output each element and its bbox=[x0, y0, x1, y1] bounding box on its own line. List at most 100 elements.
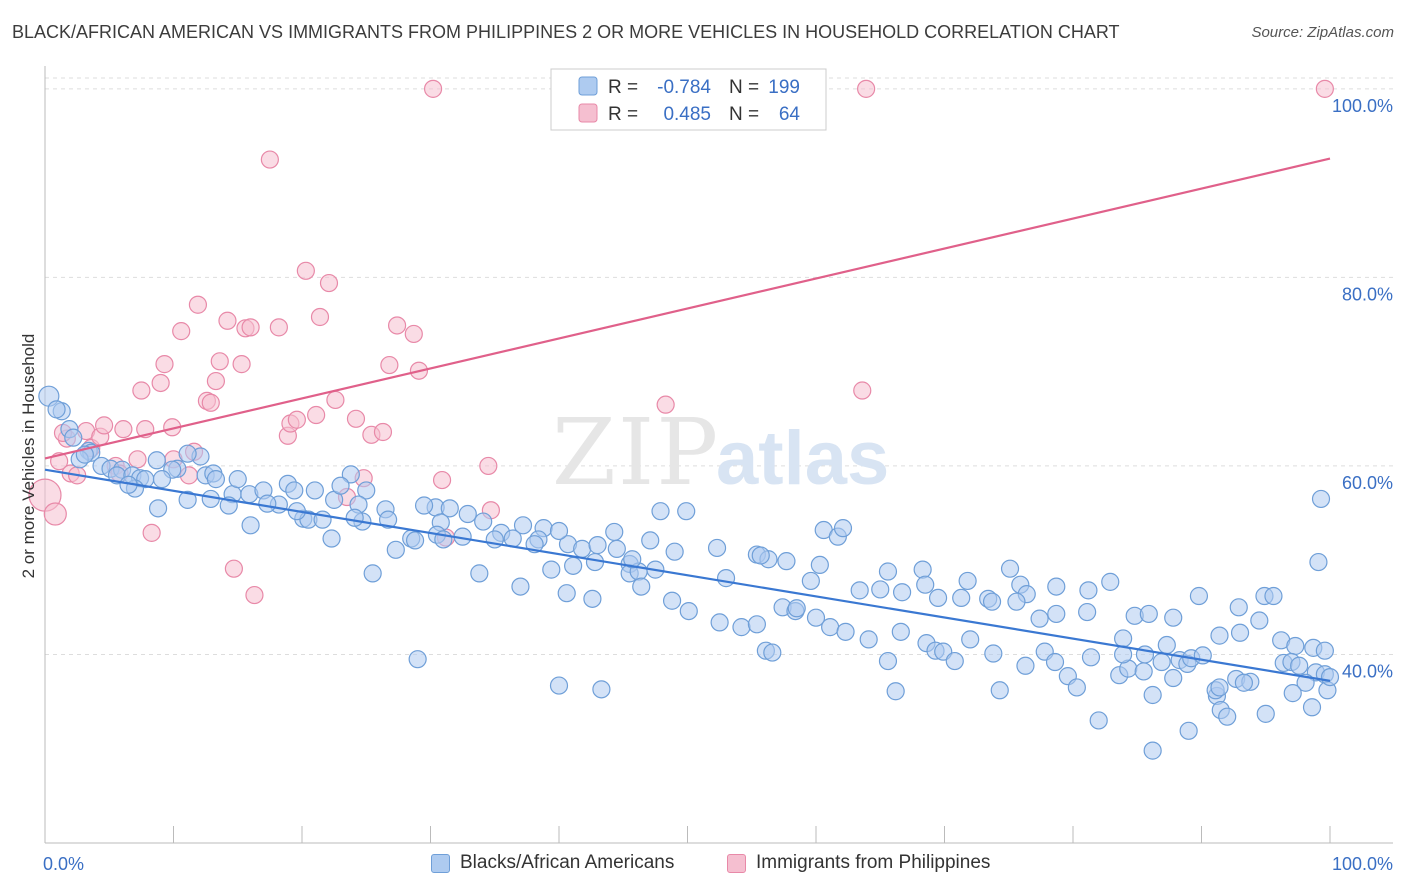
blacks-point bbox=[405, 531, 425, 550]
blacks-point bbox=[206, 470, 226, 489]
blacks-point bbox=[871, 580, 890, 599]
blacks-point bbox=[178, 444, 197, 463]
blacks-point bbox=[1000, 559, 1020, 578]
blacks-point bbox=[662, 591, 682, 610]
philippines-point bbox=[287, 410, 306, 429]
blacks-point bbox=[588, 536, 607, 555]
blacks-point bbox=[549, 676, 569, 695]
blacks-point bbox=[1164, 668, 1183, 688]
blacks-point bbox=[1234, 673, 1254, 692]
blacks-point bbox=[1309, 552, 1328, 572]
blacks-point bbox=[859, 630, 878, 649]
stats-legend-r-label-pink: R = bbox=[608, 104, 638, 125]
blacks-point bbox=[1134, 662, 1153, 681]
blacks-point bbox=[1016, 656, 1035, 675]
blacks-point bbox=[982, 592, 1002, 611]
blacks-point bbox=[1143, 741, 1162, 760]
philippines-point bbox=[188, 295, 208, 314]
y-tick-label: 40.0% bbox=[1342, 661, 1393, 681]
philippines-point bbox=[132, 381, 151, 400]
philippines-point bbox=[326, 390, 345, 410]
blacks-point bbox=[1210, 678, 1229, 697]
blacks-point bbox=[1311, 489, 1331, 509]
philippines-point bbox=[269, 318, 288, 337]
blacks-point bbox=[833, 519, 853, 538]
blacks-point bbox=[474, 512, 493, 531]
blacks-point bbox=[363, 564, 382, 583]
blacks-point bbox=[470, 564, 489, 583]
blacks-point bbox=[651, 502, 670, 521]
blacks-point bbox=[1078, 602, 1097, 622]
source-label: Source: ZipAtlas.com bbox=[1251, 24, 1394, 41]
trend-lines bbox=[44, 157, 1331, 682]
tick-labels: 40.0% 60.0% 80.0% 100.0% 0.0% 100.0% bbox=[43, 96, 1393, 874]
y-tick-label: 80.0% bbox=[1342, 284, 1393, 304]
blacks-point bbox=[341, 465, 360, 484]
stats-legend-r-value-blue: -0.784 bbox=[657, 77, 711, 98]
philippines-point bbox=[656, 395, 675, 414]
stats-legend-swatch-blue bbox=[578, 76, 598, 96]
philippines-point bbox=[319, 273, 339, 293]
blacks-point bbox=[1152, 652, 1171, 672]
philippines-point bbox=[128, 450, 147, 469]
blacks-point bbox=[1256, 704, 1275, 723]
blacks-point bbox=[1218, 707, 1237, 726]
blacks-point bbox=[1067, 678, 1086, 697]
blacks-point bbox=[357, 481, 376, 500]
philippines-point bbox=[404, 324, 423, 344]
blacks-point bbox=[1315, 641, 1334, 660]
philippines-point bbox=[423, 79, 443, 98]
philippines-point bbox=[241, 318, 260, 337]
blacks-point bbox=[801, 571, 820, 591]
stats-legend-n-label-pink: N = bbox=[729, 104, 759, 125]
watermark-zip: ZIP bbox=[552, 399, 720, 506]
blacks-point bbox=[1290, 656, 1309, 675]
blacks-point bbox=[241, 516, 260, 535]
blacks-point bbox=[228, 470, 247, 489]
blacks-point bbox=[440, 499, 459, 518]
stats-legend: R = -0.784 N = 199 R = 0.485 N = 64 bbox=[550, 68, 827, 131]
blacks-point bbox=[386, 540, 405, 559]
blacks-point bbox=[178, 490, 197, 509]
blacks-point bbox=[777, 552, 796, 571]
blacks-point bbox=[1081, 648, 1101, 667]
blacks-trend-line bbox=[44, 468, 1331, 682]
blacks-point bbox=[583, 589, 602, 608]
axes bbox=[44, 66, 1393, 844]
blacks-point bbox=[1079, 581, 1098, 600]
philippines-point bbox=[310, 307, 330, 327]
blacks-point bbox=[958, 571, 977, 591]
blacks-point bbox=[64, 428, 83, 447]
blacks-point bbox=[1139, 604, 1158, 624]
blacks-point bbox=[378, 510, 398, 529]
philippines-point bbox=[114, 420, 133, 439]
blacks-point bbox=[322, 529, 341, 548]
blacks-point bbox=[285, 481, 304, 500]
blacks-point bbox=[152, 470, 172, 489]
stats-legend-swatch-pink bbox=[578, 103, 598, 123]
blacks-point bbox=[1189, 586, 1209, 606]
blacks-point bbox=[47, 400, 66, 419]
blacks-point bbox=[148, 499, 168, 518]
philippines-point bbox=[373, 422, 393, 442]
blacks-point bbox=[1286, 636, 1305, 656]
blacks-point bbox=[878, 562, 898, 581]
watermark: ZIP atlas bbox=[552, 399, 889, 506]
stats-legend-n-label-blue: N = bbox=[729, 77, 759, 98]
blacks-point bbox=[1302, 698, 1322, 717]
blacks-points bbox=[38, 385, 1340, 760]
blacks-point bbox=[632, 577, 651, 596]
philippines-point bbox=[1315, 79, 1334, 98]
blacks-point bbox=[1007, 592, 1026, 611]
blacks-point bbox=[892, 583, 912, 602]
blacks-point bbox=[928, 588, 948, 608]
blacks-point bbox=[710, 613, 729, 632]
philippines-point bbox=[432, 470, 452, 490]
blacks-point bbox=[147, 451, 166, 470]
philippines-point bbox=[151, 373, 170, 393]
y-tick-label: 100.0% bbox=[1332, 96, 1393, 116]
philippines-point bbox=[380, 355, 399, 375]
blacks-point bbox=[850, 581, 869, 600]
blacks-point bbox=[1283, 684, 1302, 703]
blacks-point bbox=[810, 555, 829, 575]
